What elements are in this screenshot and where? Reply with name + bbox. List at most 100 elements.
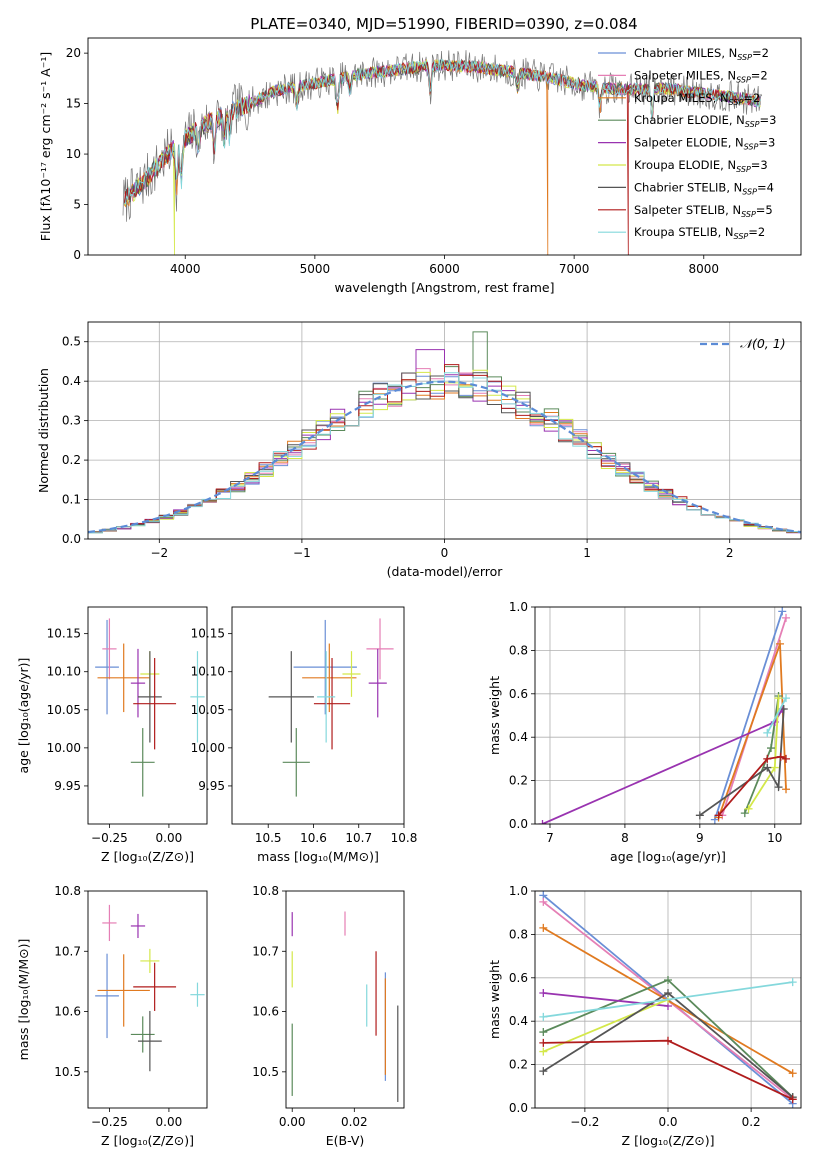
mass-vs-ebv-ytick-label: 10.5 <box>252 1065 279 1079</box>
weight-vs-age-ytick-label: 0.0 <box>509 817 528 831</box>
weight-vs-z-xtick-label: 0.2 <box>742 1115 761 1129</box>
weight-vs-age-ytick-label: 1.0 <box>509 600 528 614</box>
histogram-ytick-label: 0.3 <box>62 414 81 428</box>
mass-vs-z-frame <box>87 890 208 1109</box>
mass-vs-ebv-frame <box>285 890 405 1109</box>
mass-vs-z-point-kroupa-elodie <box>140 948 160 973</box>
age-vs-z-axes: −0.25 0.00 9.95 10.00 10.05 10.10 10.15 Z [log₁… <box>16 627 194 864</box>
histogram-ytick-label: 0.5 <box>62 335 81 349</box>
spectrum-series-kroupa-stelib <box>124 58 761 205</box>
spectrum-ytick-label: 10 <box>66 147 81 161</box>
weight-vs-age-marker-salpeter-stelib <box>763 754 772 763</box>
histogram-frame <box>87 321 802 540</box>
weight-vs-age-marker-chabrier-elodie <box>740 809 749 818</box>
weight-vs-age-marker-chabrier-stelib <box>695 811 704 820</box>
spectrum-ytick-label: 0 <box>73 248 81 262</box>
spectrum-xtick-label: 5000 <box>300 262 331 276</box>
weight-vs-age-xtick-label: 8 <box>621 831 629 845</box>
weight-vs-age-series-group <box>538 607 791 824</box>
age-vs-mass-ytick-label: 10.05 <box>191 703 225 717</box>
age-vs-mass-ytick-label: 10.00 <box>191 741 225 755</box>
weight-vs-age-line-salpeter-stelib <box>717 755 787 816</box>
weight-vs-z-ytick-label: 0.2 <box>509 1058 528 1072</box>
weight-vs-z-marker-chabrier-stelib <box>664 988 672 997</box>
histogram-xtick-label: 0 <box>441 546 449 560</box>
weight-vs-age-marker-chabrier-stelib <box>763 763 772 772</box>
weight-vs-age-marker-kroupa-stelib <box>782 694 791 703</box>
weight-vs-z-marker-salpeter-stelib <box>539 1038 548 1047</box>
age-vs-z-point-chabrier-miles <box>95 619 119 715</box>
age-vs-z-point-chabrier-elodie <box>130 728 155 797</box>
mass-vs-z-point-kroupa-stelib <box>190 982 205 1007</box>
age-vs-z-ylabel: age [log₁₀(age/yr)] <box>16 658 31 774</box>
age-vs-z-xtick-label: −0.25 <box>91 831 128 845</box>
figure-title: PLATE=0340, MJD=51990, FIBERID=0390, z=0… <box>250 15 637 33</box>
weight-vs-z-ytick-label: 1.0 <box>509 884 528 898</box>
weight-vs-z-marker-salpeter-stelib <box>664 1036 672 1045</box>
weight-vs-age-xtick-label: 10 <box>767 831 782 845</box>
mass-vs-z-ylabel: mass [log₁₀(M/M⊙)] <box>16 939 31 1061</box>
spectrum-legend-label-salpeter-elodie: Salpeter ELODIE, NSSP=3 <box>634 136 775 152</box>
weight-vs-age-marker-salpeter-miles <box>782 613 791 622</box>
mass-vs-ebv-xtick-label: 0.00 <box>279 1115 306 1129</box>
spectrum-legend-label-chabrier-stelib: Chabrier STELIB, NSSP=4 <box>634 180 774 196</box>
mass-vs-ebv-xtick-label: 0.02 <box>341 1115 368 1129</box>
age-vs-mass-point-chabrier-stelib <box>268 651 314 743</box>
age-vs-mass-point-chabrier-elodie <box>282 728 310 797</box>
spectrum-frame <box>87 37 802 256</box>
spectrum-legend-label-kroupa-elodie: Kroupa ELODIE, NSSP=3 <box>634 158 768 174</box>
histogram-series-group <box>88 331 801 535</box>
spectrum-ylabel: Flux [fλ10⁻¹⁷ erg cm⁻² s⁻¹ A⁻¹] <box>38 52 53 241</box>
weight-vs-age-marker-chabrier-miles <box>778 607 787 616</box>
spectrum-legend-label-salpeter-stelib: Salpeter STELIB, NSSP=5 <box>634 203 773 219</box>
mass-vs-z-point-chabrier-miles <box>95 953 119 1039</box>
age-vs-mass-points-group <box>268 618 394 797</box>
weight-vs-z-line-kroupa-stelib <box>543 981 793 1018</box>
age-vs-mass-point-kroupa-stelib <box>317 651 336 743</box>
age-vs-z-xtick-label: 0.00 <box>156 831 183 845</box>
spectrum-ytick-label: 20 <box>66 46 81 60</box>
weight-vs-age-marker-salpeter-elodie <box>538 820 547 824</box>
age-vs-mass-xlabel: mass [log₁₀(M/M⊙)] <box>257 849 379 864</box>
weight-vs-age-ytick-label: 0.6 <box>509 687 528 701</box>
weight-vs-age-marker-salpeter-stelib <box>776 752 785 761</box>
weight-vs-age-marker-kroupa-miles <box>776 639 785 648</box>
spectrum-xtick-label: 4000 <box>170 262 201 276</box>
weight-vs-z-xtick-label: −0.2 <box>570 1115 599 1129</box>
mass-vs-z-axes: −0.25 0.00 10.5 10.6 10.7 10.8 Z [log₁₀(Z/Z⊙)]… <box>16 884 194 1148</box>
histogram-legend-label: 𝒩(0, 1) <box>740 336 786 351</box>
spectrum-legend-label-kroupa-stelib: Kroupa STELIB, NSSP=2 <box>634 225 765 241</box>
weight-vs-z-marker-kroupa-stelib <box>788 978 797 987</box>
weight-vs-z-marker-chabrier-elodie <box>664 975 672 984</box>
age-vs-z-point-salpeter-miles <box>102 618 117 680</box>
weight-vs-z-ytick-label: 0.6 <box>509 971 528 985</box>
histogram-ytick-label: 0.1 <box>62 493 81 507</box>
spectrum-legend-label-chabrier-miles: Chabrier MILES, NSSP=2 <box>634 46 769 62</box>
age-vs-z-ytick-label: 10.05 <box>47 703 81 717</box>
weight-vs-age-marker-salpeter-stelib <box>782 754 791 763</box>
mass-vs-ebv-ytick-label: 10.6 <box>252 1005 279 1019</box>
weight-vs-age-marker-chabrier-stelib <box>774 783 783 792</box>
weight-vs-z-marker-salpeter-elodie <box>539 988 548 997</box>
age-vs-mass-ytick-label: 9.95 <box>198 779 225 793</box>
age-vs-z-point-salpeter-stelib <box>133 658 177 750</box>
mass-vs-z-point-chabrier-elodie <box>130 1016 155 1053</box>
age-vs-mass-ytick-label: 10.10 <box>191 665 225 679</box>
weight-vs-z-marker-chabrier-elodie <box>539 1028 548 1037</box>
age-vs-mass-point-salpeter-elodie <box>368 648 387 718</box>
age-vs-z-ytick-label: 10.00 <box>47 741 81 755</box>
weight-vs-z-marker-kroupa-miles <box>539 923 548 932</box>
histogram-xlabel: (data-model)/error <box>387 564 504 579</box>
age-vs-z-point-kroupa-stelib <box>190 651 205 743</box>
weight-vs-age-marker-kroupa-elodie <box>774 694 783 703</box>
age-vs-z-point-chabrier-stelib <box>137 651 162 743</box>
histogram-ytick-label: 0.0 <box>62 532 81 546</box>
histogram-ytick-label: 0.4 <box>62 374 81 388</box>
weight-vs-age-marker-kroupa-elodie <box>770 763 779 772</box>
histogram-ytick-label: 0.2 <box>62 453 81 467</box>
weight-vs-age-xtick-label: 9 <box>696 831 704 845</box>
weight-vs-age-marker-salpeter-stelib <box>714 811 723 820</box>
weight-vs-z-marker-kroupa-miles <box>788 1069 797 1078</box>
